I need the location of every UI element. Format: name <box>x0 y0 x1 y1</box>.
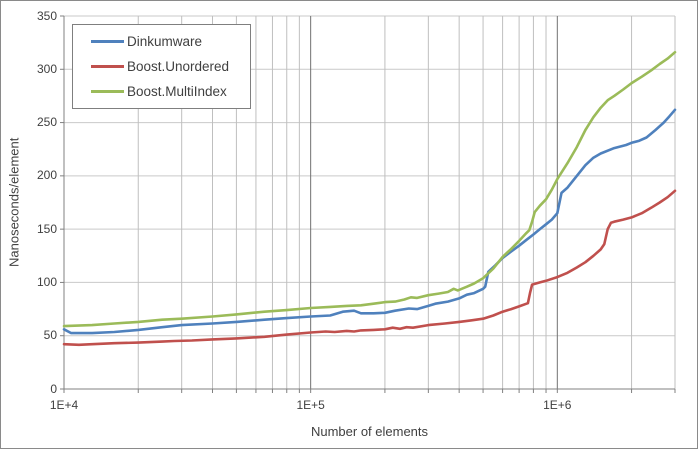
legend-label: Dinkumware <box>127 34 203 49</box>
legend-item: Boost.Unordered <box>91 59 250 74</box>
legend-label: Boost.MultiIndex <box>127 84 227 99</box>
series-line-dinkumware <box>62 108 677 335</box>
series-line-boost-unordered <box>62 189 677 347</box>
y-tick-label: 150 <box>36 221 57 236</box>
x-tick-label: 1E+6 <box>543 398 572 412</box>
legend-line-swatch <box>91 65 124 68</box>
y-tick-label: 100 <box>36 274 57 289</box>
legend-label: Boost.Unordered <box>127 59 230 74</box>
y-tick-label: 200 <box>36 168 57 183</box>
y-tick-label: 300 <box>36 61 57 76</box>
series-line-boost-multiindex <box>62 50 677 328</box>
legend-item: Boost.MultiIndex <box>91 84 250 99</box>
legend-item: Dinkumware <box>91 34 250 49</box>
legend-line-swatch <box>91 40 124 43</box>
y-tick-label: 0 <box>50 381 57 396</box>
legend-line-swatch <box>91 90 124 93</box>
x-axis-title: Number of elements <box>310 424 429 439</box>
y-tick-label: 250 <box>36 115 57 130</box>
x-tick-label: 1E+4 <box>49 398 79 412</box>
y-tick-label: 50 <box>43 328 57 343</box>
legend: Dinkumware Boost.Unordered Boost.MultiInde… <box>72 24 251 109</box>
y-tick-label: 350 <box>36 8 57 23</box>
x-tick-label: 1E+5 <box>296 398 325 412</box>
